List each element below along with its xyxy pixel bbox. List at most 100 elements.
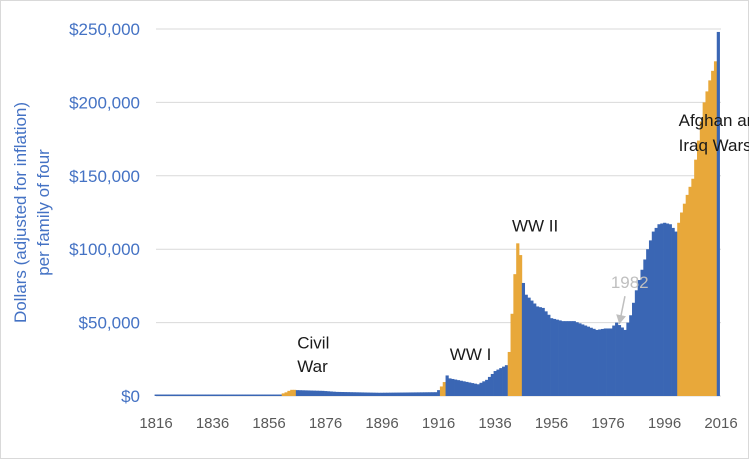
bar — [665, 223, 670, 396]
bar — [439, 386, 444, 396]
x-tick-label: 1916 — [422, 415, 455, 432]
bar — [637, 280, 641, 396]
bars — [154, 31, 720, 397]
arrow-1982-head — [616, 314, 626, 325]
bar — [374, 392, 379, 396]
bar — [657, 224, 661, 396]
bar — [205, 394, 209, 396]
bar — [177, 394, 181, 396]
bar — [487, 376, 492, 396]
bar — [264, 394, 268, 396]
x-tick-label: 1996 — [648, 415, 681, 432]
y-axis-title-line-1: Dollars (adjusted for inflation) — [11, 102, 30, 323]
bar — [335, 391, 339, 396]
bar — [309, 390, 314, 396]
bar — [437, 390, 441, 396]
annotation-label: Iraq Wars — [679, 136, 749, 155]
bar — [575, 322, 579, 396]
bar — [208, 394, 212, 396]
bar — [165, 394, 170, 396]
bar — [496, 369, 500, 396]
bar — [569, 321, 574, 396]
bar — [612, 325, 616, 396]
bar — [541, 307, 545, 396]
bar — [581, 324, 585, 396]
bar — [431, 392, 435, 396]
bar — [391, 392, 396, 396]
bar — [346, 392, 350, 396]
bar — [403, 392, 407, 396]
y-axis-title: Dollars (adjusted for inflation) per fami… — [11, 102, 53, 323]
bar — [352, 392, 356, 396]
bar — [355, 392, 359, 396]
bar — [369, 392, 373, 396]
bar — [694, 159, 698, 396]
bar — [400, 392, 404, 396]
x-tick-label: 1936 — [478, 415, 511, 432]
bar — [674, 231, 678, 396]
bar — [219, 394, 223, 396]
bar — [711, 70, 715, 396]
bar — [696, 140, 701, 396]
bar — [702, 102, 706, 397]
bar — [504, 365, 509, 396]
bar — [583, 325, 588, 396]
bar — [465, 381, 469, 396]
bar — [422, 392, 427, 396]
bar — [247, 394, 251, 396]
bar — [397, 392, 401, 396]
bar — [567, 321, 571, 396]
bar — [691, 178, 695, 396]
bar — [476, 384, 480, 396]
bar — [550, 318, 554, 396]
bar — [688, 186, 692, 396]
bar — [180, 394, 184, 396]
bar — [615, 322, 619, 396]
bar — [524, 294, 528, 396]
bar — [510, 313, 514, 396]
bar — [216, 394, 220, 396]
bar — [284, 392, 288, 396]
x-tick-label: 1976 — [591, 415, 624, 432]
bar — [349, 392, 353, 396]
x-tick-label: 1856 — [252, 415, 285, 432]
bar — [677, 222, 681, 396]
bar — [682, 203, 687, 396]
bar — [482, 381, 486, 396]
bar — [425, 392, 429, 396]
bar — [154, 394, 158, 396]
bar — [643, 259, 647, 396]
bar — [222, 394, 226, 396]
bar — [199, 394, 203, 396]
bar — [213, 394, 218, 396]
bar — [196, 394, 201, 396]
bar — [363, 392, 367, 396]
bar — [194, 394, 198, 396]
bar — [270, 394, 274, 396]
bar — [230, 394, 235, 396]
bar — [519, 255, 523, 396]
bar — [239, 394, 243, 396]
bar — [629, 315, 633, 396]
bar — [428, 392, 432, 396]
bar — [244, 394, 249, 396]
bar — [276, 394, 280, 396]
bar — [493, 371, 497, 396]
bar — [634, 290, 639, 396]
bar — [160, 394, 164, 396]
annotation-label: WW II — [512, 217, 558, 236]
bar — [287, 390, 291, 396]
bar — [157, 394, 161, 396]
bar — [680, 212, 684, 396]
bar — [708, 80, 712, 396]
bar — [620, 327, 624, 396]
bar — [468, 382, 472, 396]
bar — [304, 390, 308, 396]
bar — [315, 390, 319, 396]
bar — [623, 329, 627, 396]
bar — [273, 394, 277, 396]
bar — [547, 314, 551, 396]
bar — [586, 326, 590, 396]
